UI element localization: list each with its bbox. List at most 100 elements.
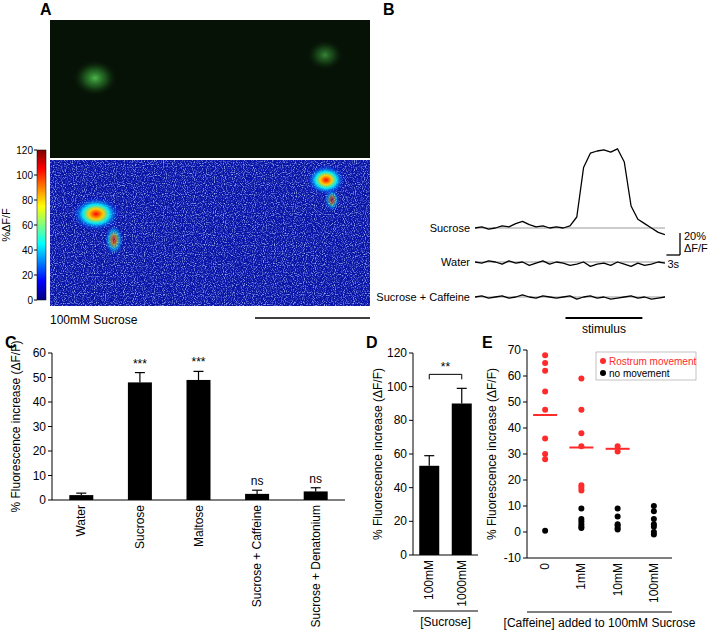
- colorbar-tick-label: 100: [16, 170, 33, 181]
- stimulus-label: stimulus: [582, 322, 626, 336]
- scale-bar-x: [666, 254, 680, 255]
- y-tick-label: 20: [508, 473, 522, 487]
- point: [542, 435, 548, 441]
- x-tick-label: 100mM: [647, 563, 661, 603]
- stimulus-bar: [565, 317, 642, 319]
- mean-line: [533, 414, 557, 416]
- colorbar-tick: [34, 275, 37, 276]
- legend-marker: [600, 370, 606, 376]
- trace-label: Sucrose: [430, 222, 470, 234]
- trace: [475, 261, 665, 267]
- y-tick: [523, 506, 527, 507]
- colorbar-tick-label: 40: [22, 245, 34, 256]
- y-tick: [523, 558, 527, 559]
- y-tick: [48, 451, 52, 452]
- point: [578, 407, 584, 413]
- point: [651, 503, 657, 509]
- point: [651, 524, 657, 530]
- trace: [475, 295, 665, 299]
- y-tick: [48, 353, 52, 354]
- bar: [245, 494, 269, 500]
- colorbar-tick-label: 60: [22, 220, 34, 231]
- point: [651, 508, 657, 514]
- colorbar-tick: [34, 150, 37, 151]
- x-group-line: [527, 612, 672, 613]
- bars: [419, 388, 472, 555]
- error-line: [139, 373, 140, 383]
- point: [615, 513, 621, 519]
- y-tick-label: 10: [508, 499, 522, 513]
- colorbar-tick-label: 0: [27, 295, 33, 306]
- y-tick-label: 60: [394, 447, 408, 461]
- y-tick-label: 50: [33, 371, 47, 385]
- x-axis: [527, 558, 672, 559]
- significance: ns: [251, 474, 264, 488]
- colorbar-tick-label: 80: [22, 195, 34, 206]
- cell-tail: [324, 188, 340, 212]
- point: [615, 448, 621, 454]
- point: [615, 443, 621, 449]
- error-cap: [76, 493, 86, 494]
- y-tick: [48, 402, 52, 403]
- fluorescence-image: [50, 20, 370, 158]
- y-tick-label: 40: [508, 421, 522, 435]
- scale-bar-label: 3s: [667, 258, 679, 270]
- bars: [69, 371, 327, 500]
- colorbar-tick-label: 120: [16, 145, 33, 156]
- x-group-line: [413, 611, 478, 612]
- point: [578, 525, 584, 531]
- colorbar-tick-label: 20: [22, 270, 34, 281]
- y-tick: [409, 454, 413, 455]
- y-tick-label: 120: [387, 346, 407, 360]
- error-line: [198, 371, 199, 380]
- y-tick: [409, 353, 413, 354]
- point: [542, 451, 548, 457]
- colorbar-tick: [34, 250, 37, 251]
- significance: ns: [309, 472, 322, 486]
- point: [542, 456, 548, 462]
- error-line: [461, 388, 462, 403]
- y-tick-label: 20: [33, 444, 47, 458]
- significance-bracket: [429, 374, 462, 379]
- y-tick: [409, 555, 413, 556]
- point: [615, 526, 621, 532]
- y-tick-label: 0: [400, 548, 407, 562]
- y-tick: [48, 426, 52, 427]
- point: [651, 532, 657, 538]
- baseline: [475, 228, 665, 229]
- point: [542, 360, 548, 366]
- x-tick-label: 10mM: [611, 563, 625, 596]
- x-axis-label: [Sucrose]: [420, 615, 471, 629]
- y-tick-label: 70: [508, 343, 522, 357]
- bar: [187, 380, 211, 500]
- y-tick-label: 20: [394, 514, 408, 528]
- y-tick-label: 50: [508, 395, 522, 409]
- y-axis-label: % Fluorescence increase (ΔF/F): [9, 340, 23, 512]
- bar: [419, 466, 439, 555]
- colorbar-tick: [34, 200, 37, 201]
- point: [578, 443, 584, 449]
- bar: [128, 382, 152, 500]
- x-tick-label: Sucrose: [133, 505, 147, 549]
- y-tick: [409, 487, 413, 488]
- bar: [69, 495, 93, 500]
- y-tick: [523, 350, 527, 351]
- scale-bar-label: 20%: [684, 230, 706, 242]
- panel-letter: E: [482, 334, 493, 351]
- x-tick-label: 1mM: [574, 563, 588, 590]
- panel-letter: B: [383, 1, 395, 18]
- trace-label: Water: [441, 256, 470, 268]
- point: [578, 376, 584, 382]
- point: [542, 389, 548, 395]
- error-bar: [252, 490, 262, 494]
- y-tick-label: 40: [33, 395, 47, 409]
- cell-response: [72, 197, 120, 231]
- y-tick: [523, 376, 527, 377]
- legend-label: no movement: [609, 368, 670, 379]
- y-tick: [523, 532, 527, 533]
- y-tick-label: 40: [394, 481, 408, 495]
- x-tick-label: 0: [538, 563, 552, 570]
- x-tick-label: Maltose: [192, 505, 206, 547]
- error-cap: [135, 372, 145, 373]
- y-tick: [409, 521, 413, 522]
